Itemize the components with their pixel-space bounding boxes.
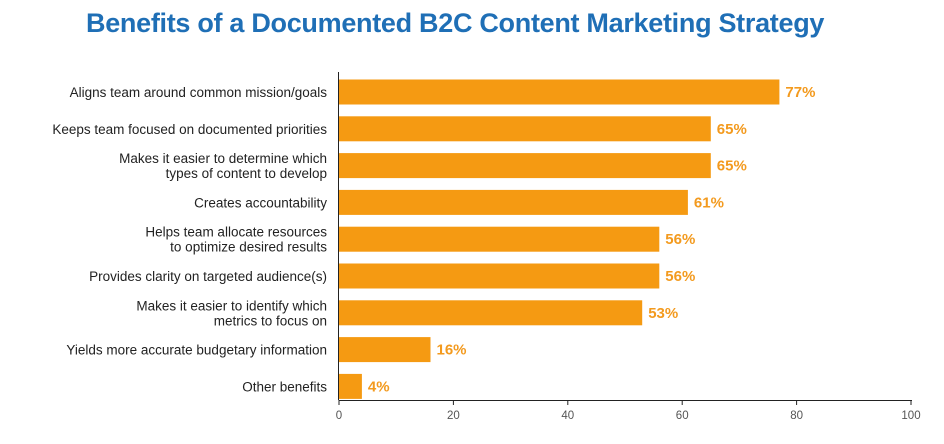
- category-labels-layer: Aligns team around common mission/goals K…: [52, 85, 327, 394]
- bar: [339, 263, 660, 289]
- value-label: 53%: [648, 305, 678, 322]
- bar: [339, 116, 711, 142]
- category-label: Keeps team focused on documented priorit…: [52, 122, 327, 137]
- x-tick-label: 100: [901, 410, 920, 422]
- category-label: Helps team allocate resources to optimize…: [145, 225, 327, 255]
- bar: [339, 189, 688, 215]
- value-labels-layer: 77% 65% 65% 61% 56% 56% 53% 16% 4%: [368, 84, 816, 395]
- category-label: Provides clarity on targeted audience(s): [89, 269, 327, 284]
- x-tick-label: 80: [790, 410, 803, 422]
- category-label: Yields more accurate budgetary informati…: [66, 343, 327, 358]
- bar: [339, 79, 780, 105]
- value-label: 16%: [437, 342, 467, 359]
- category-label: Other benefits: [242, 379, 327, 394]
- x-tick-label: 40: [561, 410, 574, 422]
- value-label: 65%: [717, 121, 747, 138]
- category-label: Aligns team around common mission/goals: [70, 85, 328, 100]
- bar: [339, 226, 660, 252]
- category-label: Makes it easier to identify which metrics…: [136, 298, 327, 328]
- value-label: 77%: [785, 84, 815, 101]
- axis-layer: 0 20 40 60 80 100: [336, 72, 921, 422]
- bar: [339, 153, 711, 179]
- bar: [339, 300, 643, 326]
- bar: [339, 337, 431, 363]
- value-label: 65%: [717, 158, 747, 175]
- bar: [339, 373, 362, 399]
- value-label: 61%: [694, 194, 724, 211]
- x-tick-label: 0: [336, 410, 342, 422]
- value-label: 56%: [665, 268, 695, 285]
- chart-title: Benefits of a Documented B2C Content Mar…: [86, 8, 825, 38]
- value-label: 56%: [665, 231, 695, 248]
- x-tick-label: 60: [676, 410, 689, 422]
- bars-layer: [339, 79, 780, 399]
- category-label: Makes it easier to determine which types …: [119, 151, 327, 181]
- x-tick-label: 20: [447, 410, 460, 422]
- category-label: Creates accountability: [194, 195, 327, 210]
- value-label: 4%: [368, 378, 390, 395]
